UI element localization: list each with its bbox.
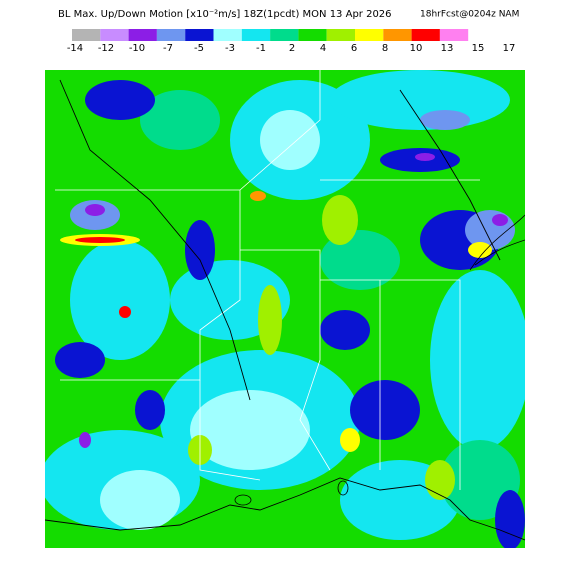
map — [45, 70, 525, 548]
legend-label: -1 — [256, 43, 266, 54]
forecast-label: 18hrFcst@0204z NAM — [420, 10, 519, 20]
legend-label: 10 — [410, 43, 423, 54]
legend-swatch — [355, 29, 384, 41]
legend-label: 8 — [382, 43, 388, 54]
legend-swatch — [156, 29, 186, 41]
legend-swatch — [298, 29, 327, 41]
state-boundaries — [55, 70, 480, 490]
legend-label: -12 — [98, 43, 114, 54]
legend-swatch — [100, 29, 129, 41]
title: BL Max. Up/Down Motion [x10⁻²m/s] 18Z(1p… — [58, 9, 392, 20]
purple-areas — [79, 153, 508, 448]
color-legend: -14 -12 -10 -7 -5 -3 -1 2 4 6 8 10 13 15 17 — [67, 29, 516, 54]
legend-label: -3 — [225, 43, 235, 54]
light-cyan-areas — [100, 110, 320, 530]
legend-label: 13 — [441, 43, 454, 54]
legend-swatch — [72, 29, 101, 41]
legend-label: 2 — [289, 43, 295, 54]
legend-label: 15 — [472, 43, 485, 54]
legend-swatch — [185, 29, 214, 41]
warm-areas — [60, 191, 492, 452]
legend-swatch — [241, 29, 271, 41]
legend-label: -14 — [67, 43, 83, 54]
legend-swatch — [326, 29, 355, 41]
legend-swatch — [383, 29, 412, 41]
legend-label: 17 — [503, 43, 516, 54]
contours — [234, 214, 525, 506]
legend-swatch — [128, 29, 157, 41]
legend-swatch — [439, 29, 469, 41]
legend-label: -10 — [129, 43, 145, 54]
coastline — [45, 79, 525, 541]
legend-swatch — [213, 29, 242, 41]
legend-label: 4 — [320, 43, 326, 54]
legend-swatch — [411, 29, 440, 41]
legend-label: -7 — [163, 43, 173, 54]
legend-label: 6 — [351, 43, 357, 54]
legend-label: -5 — [194, 43, 204, 54]
legend-swatch — [270, 29, 299, 41]
yellow-green-areas — [188, 195, 455, 500]
